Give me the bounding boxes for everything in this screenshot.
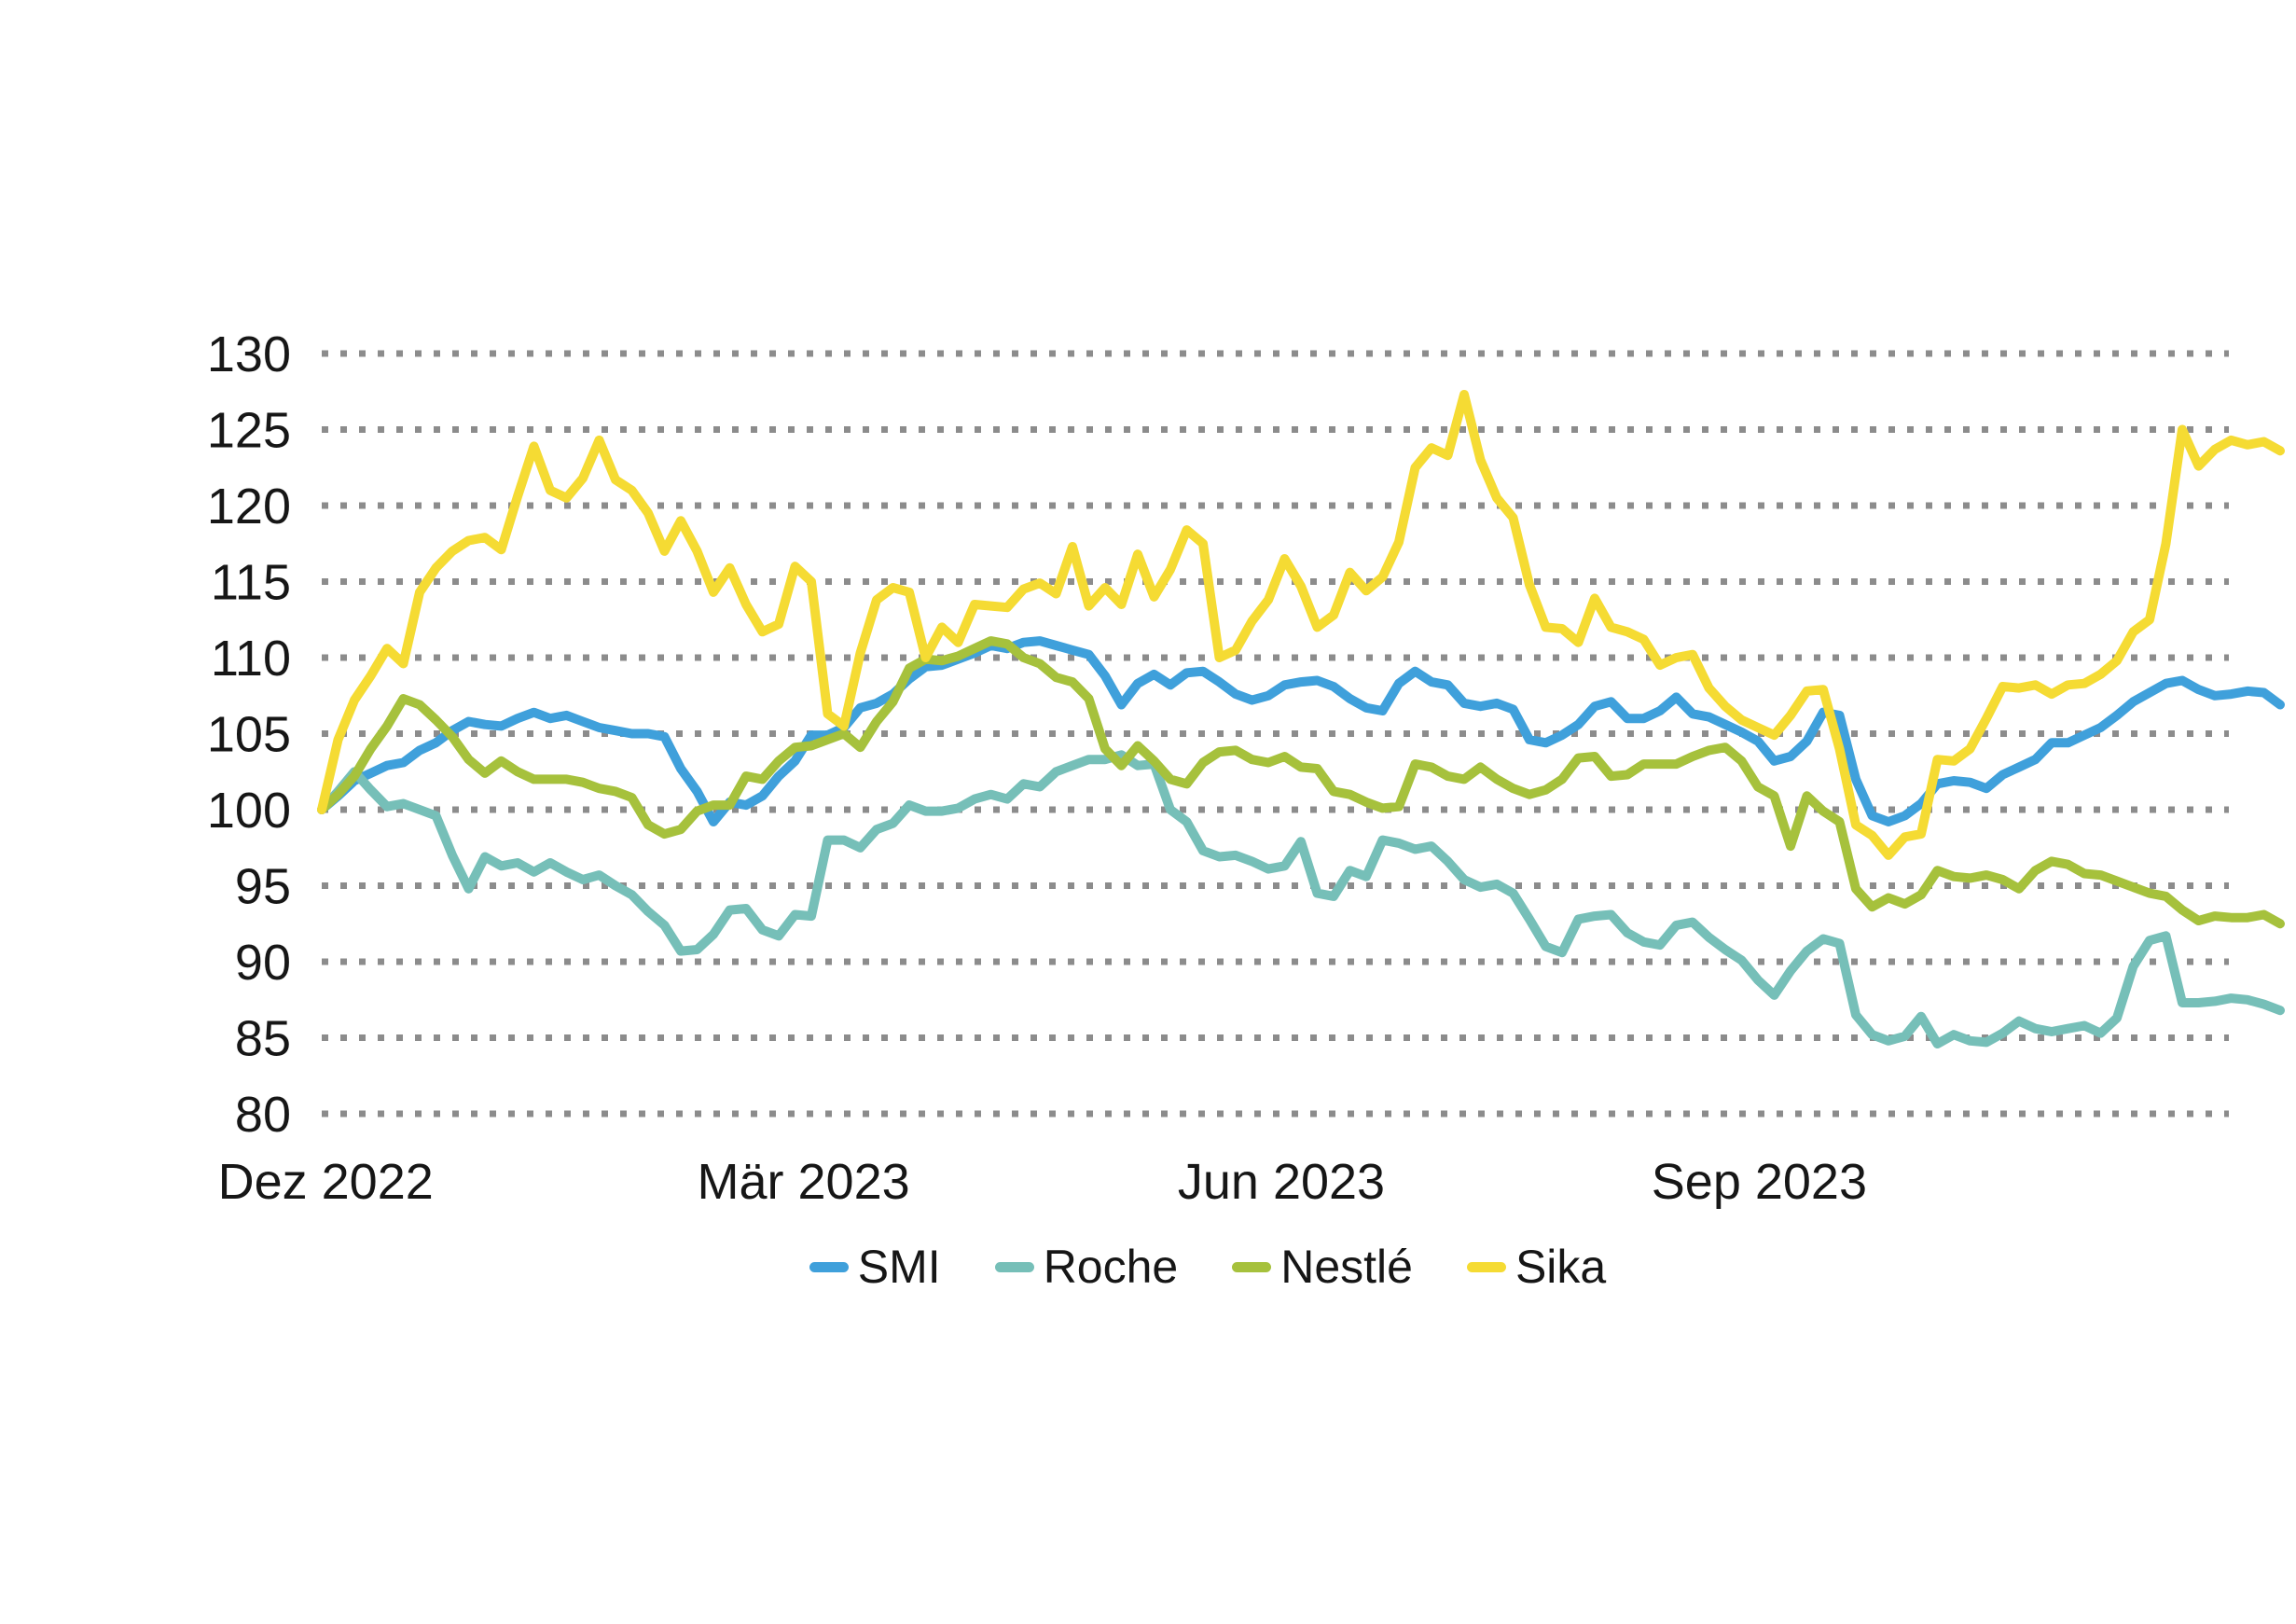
- x-axis-tick-label: Mär 2023: [698, 1154, 910, 1210]
- legend-item-roche: Roche: [994, 1241, 1179, 1293]
- x-axis-tick-label: Dez 2022: [218, 1154, 434, 1210]
- legend-item-sika: Sika: [1466, 1241, 1607, 1293]
- y-axis-labels: 130 125 120 115 110 105 100 95 90 85 80: [207, 326, 291, 1143]
- y-axis-tick-label: 90: [235, 935, 291, 991]
- legend: SMI Roche Nestlé Sika: [60, 1237, 2296, 1297]
- legend-label-sika: Sika: [1515, 1241, 1607, 1293]
- x-axis-labels: Dez 2022 Mär 2023 Jun 2023 Sep 2023: [218, 1154, 1867, 1210]
- series-line-roche: [317, 750, 2285, 1048]
- y-axis-tick-label: 130: [207, 326, 291, 382]
- series-line-nestlé: [317, 636, 2285, 929]
- sika-line-marker-icon: [1466, 1261, 1506, 1272]
- legend-label-roche: Roche: [1043, 1241, 1179, 1293]
- x-axis-tick-label: Jun 2023: [1178, 1154, 1385, 1210]
- series-lines: [317, 390, 2285, 1048]
- y-axis-tick-label: 100: [207, 783, 291, 839]
- x-axis-tick-label: Sep 2023: [1652, 1154, 1867, 1210]
- nestle-line-marker-icon: [1232, 1261, 1272, 1272]
- y-axis-tick-label: 115: [211, 555, 291, 611]
- smi-line-marker-icon: [809, 1261, 849, 1272]
- series-line-smi: [317, 636, 2285, 826]
- y-axis-tick-label: 110: [211, 631, 291, 687]
- y-axis-tick-label: 125: [207, 403, 291, 459]
- y-axis-tick-label: 120: [207, 479, 291, 534]
- legend-label-nestle: Nestlé: [1280, 1241, 1413, 1293]
- legend-label-smi: SMI: [857, 1241, 941, 1293]
- series-line-sika: [317, 390, 2285, 860]
- legend-item-nestle: Nestlé: [1232, 1243, 1413, 1290]
- roche-line-marker-icon: [994, 1261, 1034, 1272]
- legend-item-smi: SMI: [809, 1243, 941, 1290]
- y-axis-tick-label: 85: [235, 1011, 291, 1067]
- y-axis-tick-label: 105: [207, 707, 291, 763]
- y-axis-tick-label: 80: [235, 1087, 291, 1143]
- y-axis-tick-label: 95: [235, 859, 291, 915]
